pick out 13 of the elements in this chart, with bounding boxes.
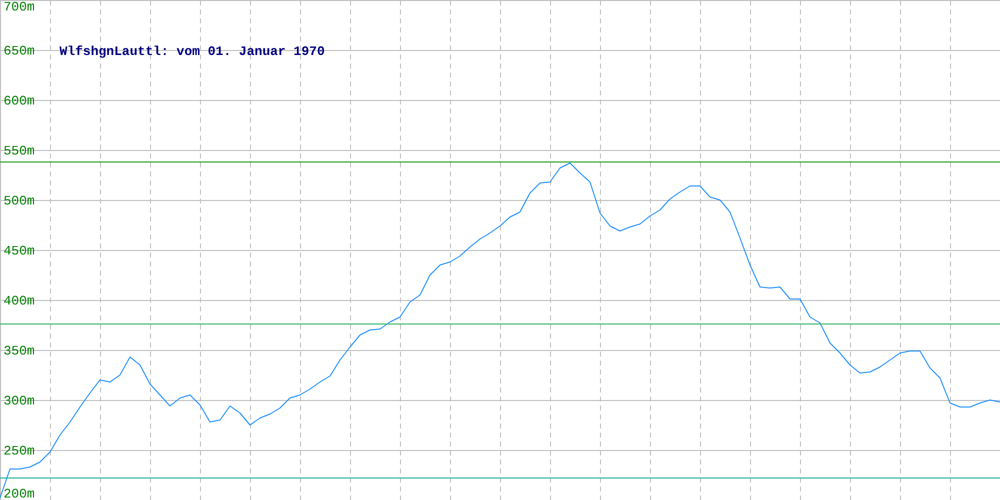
y-tick-label: 400m xyxy=(4,294,35,308)
line-series xyxy=(0,162,1000,498)
y-tick-label: 200m xyxy=(4,486,35,500)
y-tick-label: 450m xyxy=(4,244,35,258)
y-tick-label: 300m xyxy=(4,394,35,408)
y-tick-label: 650m xyxy=(4,44,35,58)
y-tick-label: 600m xyxy=(4,94,35,108)
y-tick-label: 550m xyxy=(4,144,35,158)
text: WlfshgnLauttl: vom 01. Januar 1970 xyxy=(60,44,325,59)
y-tick-label: 350m xyxy=(4,344,35,358)
y-tick-label: 700m xyxy=(4,0,35,14)
y-tick-label: 250m xyxy=(4,444,35,458)
y-tick-label: 500m xyxy=(4,194,35,208)
